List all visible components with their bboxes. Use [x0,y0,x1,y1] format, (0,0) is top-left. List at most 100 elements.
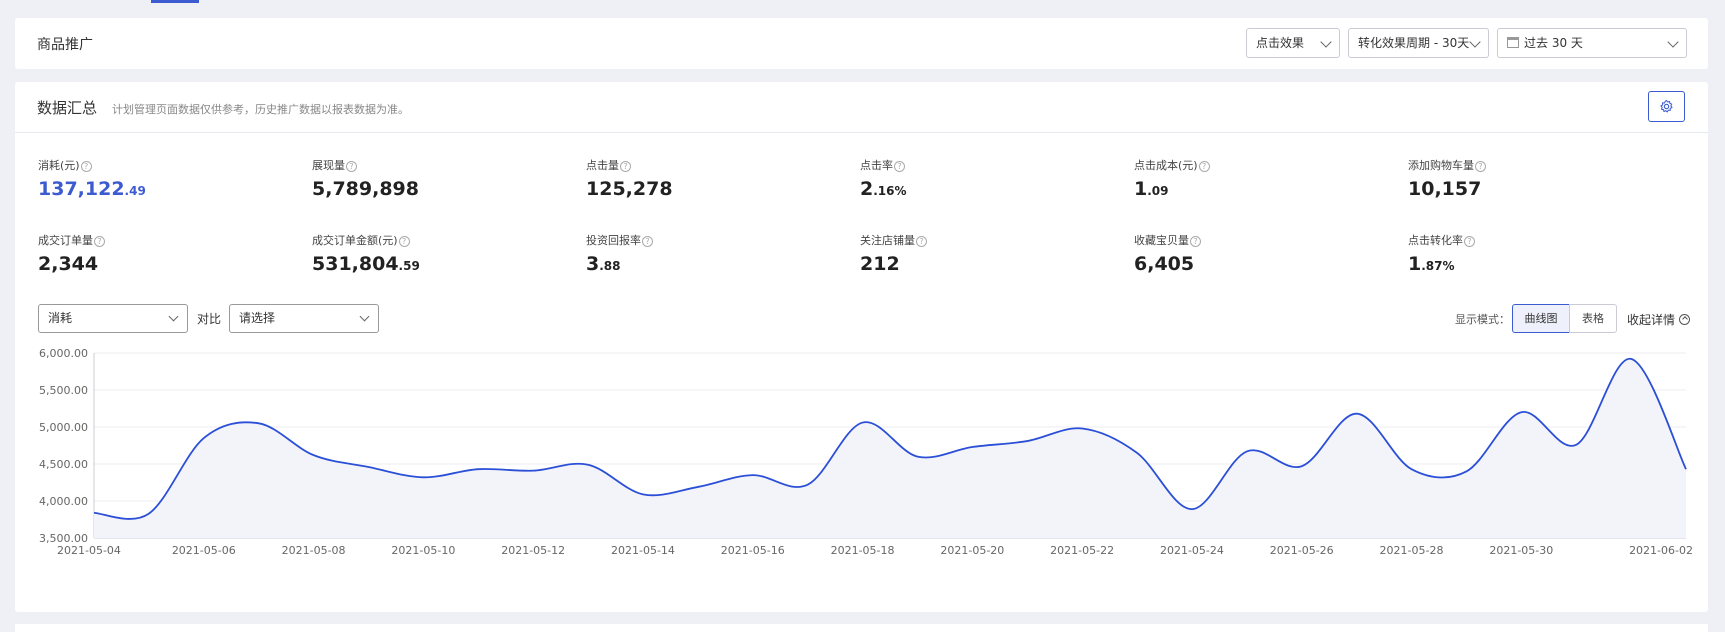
data-point[interactable] [1188,505,1196,513]
top-tab-strip [0,0,1725,6]
data-point[interactable] [639,490,647,498]
metric-value-dec: .87% [1421,259,1455,273]
data-point[interactable] [913,453,921,461]
metric-label-text: 投资回报率 [586,234,641,247]
metric-card: 点击量? 125,278 [586,157,673,200]
metric-value-int: 531,804 [312,253,399,275]
chart-metric-select[interactable]: 消耗 [38,304,188,333]
metric-value-int: 212 [860,253,900,275]
period-filter-value: 转化效果周期 - 30天 [1358,36,1470,50]
data-point[interactable] [1353,410,1361,418]
metric-label: 成交订单金额(元)? [312,232,420,248]
y-tick-label: 4,500.00 [39,458,88,471]
x-tick-label: 2021-05-04 [57,544,121,557]
x-tick-label: 2021-05-30 [1489,544,1553,557]
metric-card: 点击转化率? 1.87% [1408,232,1475,275]
data-point[interactable] [529,467,537,475]
page-title: 商品推广 [37,37,93,53]
series-line [93,358,1687,520]
metric-value: 125,278 [586,178,673,200]
metric-value-dec: .88 [599,259,621,273]
metric-value-dec: .09 [1147,184,1169,198]
data-point[interactable] [90,509,98,517]
x-tick-label: 2021-05-24 [1160,544,1224,557]
data-point[interactable] [1133,449,1141,457]
help-icon[interactable]: ? [894,161,905,172]
chart-svg: 3,500.00 4,000.00 4,500.00 5,000.00 5,500.00… [39,347,1693,557]
y-tick-label: 3,500.00 [39,532,88,545]
gear-icon [1660,99,1673,113]
data-point[interactable] [145,510,153,518]
chevron-down-icon [359,311,370,322]
metric-value-int: 1 [1408,253,1422,275]
summary-divider [15,132,1708,133]
metric-value-int: 125,278 [586,178,673,200]
data-point[interactable] [1682,465,1690,473]
mode-curve-button[interactable]: 曲线图 [1512,304,1570,333]
metric-value: 3.88 [586,253,653,275]
metric-value-int: 3 [586,253,600,275]
chevron-down-icon [1320,36,1332,48]
data-point[interactable] [419,473,427,481]
data-point[interactable] [749,471,757,479]
metric-label: 关注店铺量? [860,232,927,248]
help-icon[interactable]: ? [1198,161,1210,172]
help-icon[interactable]: ? [916,236,927,247]
compare-metric-select[interactable]: 请选择 [229,304,379,333]
help-icon[interactable]: ? [642,236,653,247]
metric-value: 2,344 [38,253,105,275]
help-icon[interactable]: ? [346,161,357,172]
help-icon[interactable]: ? [1190,236,1201,247]
data-point[interactable] [255,419,263,427]
chevron-down-icon [168,311,179,322]
y-tick-label: 5,000.00 [39,421,88,434]
x-tick-label: 2021-05-22 [1050,544,1114,557]
metric-card: 关注店铺量? 212 [860,232,927,275]
data-point[interactable] [474,465,482,473]
date-range-picker[interactable]: 过去 30 天 [1497,28,1687,58]
metric-value: 2.16% [860,178,907,200]
metric-label-text: 点击成本(元) [1134,159,1198,172]
collapse-details-button[interactable]: 收起详情 [1627,311,1690,328]
metric-filter-dropdown[interactable]: 点击效果 [1246,28,1340,58]
data-point[interactable] [859,419,867,427]
chart-metric-value: 消耗 [48,311,73,325]
help-icon[interactable]: ? [1464,236,1475,247]
data-point[interactable] [310,451,318,459]
data-point[interactable] [1408,465,1416,473]
help-icon[interactable]: ? [1475,161,1486,172]
data-point[interactable] [804,481,812,489]
data-point[interactable] [1627,355,1635,363]
metric-label: 展现量? [312,157,419,173]
help-icon[interactable]: ? [398,236,410,247]
settings-button[interactable] [1648,91,1685,122]
data-point[interactable] [1517,408,1525,416]
data-point[interactable] [1572,441,1580,449]
period-filter-dropdown[interactable]: 转化效果周期 - 30天 [1348,28,1489,58]
active-tab-indicator [151,0,199,3]
metric-label-text: 成交订单金额(元) [312,234,398,247]
help-icon[interactable]: ? [94,236,105,247]
data-point[interactable] [200,434,208,442]
mode-table-button[interactable]: 表格 [1569,304,1617,333]
data-point[interactable] [1298,462,1306,470]
metric-label-text: 消耗(元) [38,159,80,172]
data-summary-panel: 数据汇总 计划管理页面数据仅供参考，历史推广数据以报表数据为准。 消耗(元)? 1… [15,82,1708,612]
data-point[interactable] [1078,424,1086,432]
series-area [94,358,1686,538]
metric-label: 点击成本(元)? [1134,157,1210,173]
help-icon[interactable]: ? [620,161,631,172]
data-point[interactable] [1243,447,1251,455]
data-point[interactable] [1462,467,1470,475]
metric-label: 点击率? [860,157,907,173]
data-point[interactable] [584,461,592,469]
data-point[interactable] [1023,437,1031,445]
metric-value: 137,122.49 [38,178,146,200]
y-tick-label: 6,000.00 [39,347,88,360]
data-point[interactable] [694,483,702,491]
metric-value-int: 10,157 [1408,178,1482,200]
data-point[interactable] [364,463,372,471]
help-icon[interactable]: ? [80,161,92,172]
data-point[interactable] [968,443,976,451]
metric-filter-value: 点击效果 [1256,36,1305,50]
